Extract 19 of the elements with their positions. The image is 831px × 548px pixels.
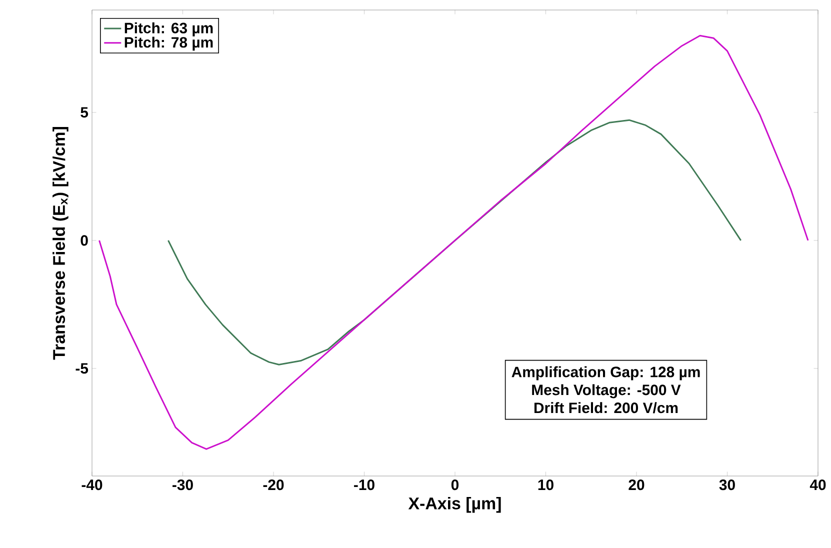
legend-label: Pitch: 63 µm — [124, 22, 213, 36]
annotation: Amplification Gap: 128 µm — [512, 366, 700, 380]
x-axis-title: X-Axis [µm] — [408, 496, 501, 513]
x-tick-label: 40 — [810, 480, 826, 490]
y-tick-label: 0 — [80, 235, 88, 246]
y-axis-title: Transverse Field (E$_{x}$) [kV/cm] — [52, 127, 68, 360]
annotation: Mesh Voltage: -500 V — [532, 384, 681, 398]
x-tick-label: 30 — [719, 480, 735, 490]
y-tick-label: -5 — [76, 363, 88, 374]
x-tick-label: 20 — [628, 480, 644, 490]
x-tick-label: -40 — [82, 480, 102, 490]
x-tick-label: -10 — [354, 480, 374, 490]
x-tick-label: 0 — [451, 480, 459, 490]
annotation: Drift Field: 200 V/cm — [534, 402, 678, 414]
legend-label: Pitch: 78 µm — [124, 36, 213, 51]
x-tick-label: 10 — [538, 480, 554, 490]
x-tick-label: -30 — [172, 480, 193, 490]
y-tick-label: 5 — [80, 107, 88, 118]
x-tick-label: -20 — [263, 480, 284, 490]
